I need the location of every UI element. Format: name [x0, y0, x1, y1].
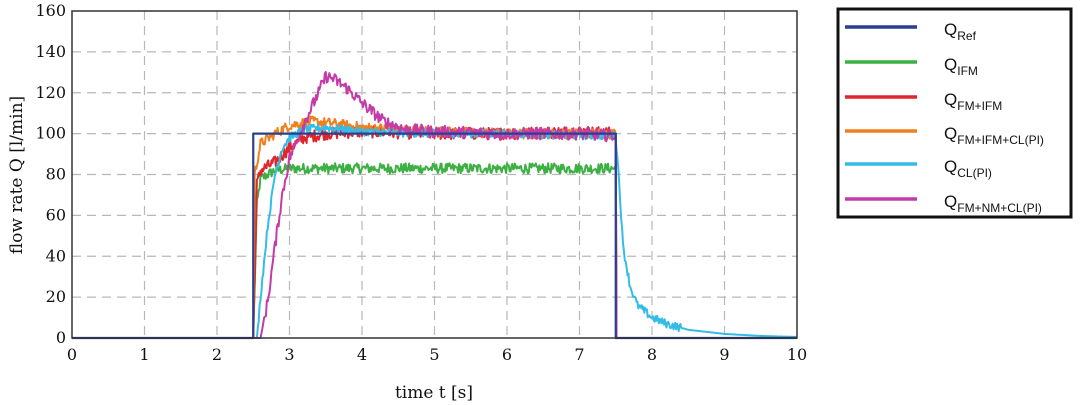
x-tick-label: 8 — [647, 345, 657, 364]
y-tick-label: 160 — [35, 1, 66, 20]
x-tick-label: 5 — [429, 345, 439, 364]
y-tick-label: 60 — [46, 205, 66, 224]
y-tick-label: 0 — [56, 328, 66, 347]
legend-label: QFM+NM+CL(PI) — [944, 192, 1042, 215]
x-tick-label: 10 — [787, 345, 807, 364]
legend-frame — [836, 7, 1073, 219]
plot-frame — [71, 10, 798, 339]
y-tick-label: 40 — [46, 246, 66, 265]
legend-label: QIFM — [944, 55, 978, 78]
y-tick-label: 80 — [46, 165, 66, 184]
legend-label: QCL(PI) — [944, 157, 992, 180]
y-axis-title: flow rate Q [l/min] — [7, 96, 27, 254]
legend-label: QRef — [944, 20, 977, 43]
y-tick-label: 100 — [35, 124, 66, 143]
legend-label: QFM+IFM — [944, 90, 1002, 113]
y-tick-label: 20 — [46, 287, 66, 306]
y-tick-label: 140 — [35, 42, 66, 61]
x-tick-label: 2 — [212, 345, 222, 364]
x-tick-label: 4 — [357, 345, 367, 364]
x-tick-label: 6 — [502, 345, 512, 364]
x-tick-label: 7 — [574, 345, 584, 364]
x-tick-label: 1 — [139, 345, 149, 364]
x-tick-label: 9 — [719, 345, 729, 364]
x-tick-label: 0 — [67, 345, 77, 364]
x-tick-label: 3 — [284, 345, 294, 364]
grid — [72, 11, 797, 338]
legend-label: QFM+IFM+CL(PI) — [944, 124, 1044, 147]
legend: QRef QIFM QFM+IFM QFM+IFM+CL(PI) QCL(PI) QFM+… — [836, 7, 1073, 219]
x-axis-title: time t [s] — [395, 383, 473, 403]
y-tick-label: 120 — [35, 83, 66, 102]
